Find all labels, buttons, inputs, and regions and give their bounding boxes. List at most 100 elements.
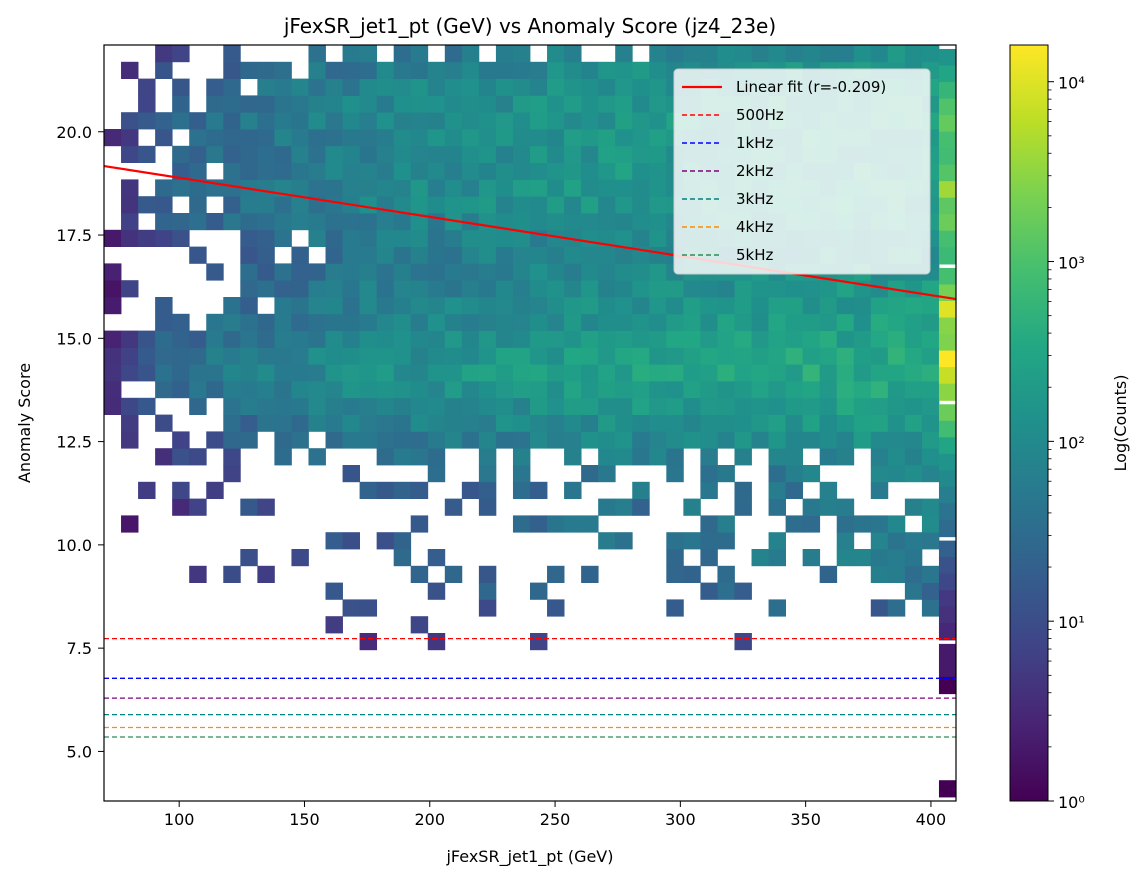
heatmap-cell: [666, 364, 684, 382]
heatmap-cell: [206, 364, 224, 382]
heatmap-cell: [581, 246, 599, 264]
heatmap-cell: [598, 246, 616, 264]
heatmap-cell: [291, 95, 309, 113]
legend-label: 4kHz: [736, 218, 774, 236]
heatmap-cell: [376, 481, 395, 499]
heatmap-cell: [308, 381, 326, 399]
heatmap-cell: [495, 95, 514, 113]
colorbar-tick-label: 10⁰: [1058, 793, 1085, 812]
heatmap-cell: [785, 515, 804, 533]
heatmap-cell: [325, 112, 343, 130]
heatmap-cell: [223, 61, 241, 79]
heatmap-cell: [427, 280, 446, 298]
heatmap-cell: [342, 162, 360, 180]
heatmap-cell: [376, 297, 395, 315]
heatmap-cell: [240, 364, 258, 382]
heatmap-cell: [870, 448, 889, 466]
heatmap-cell: [155, 414, 173, 432]
heatmap-cell: [700, 364, 718, 382]
heatmap-cell: [547, 179, 565, 197]
heatmap-cell: [512, 263, 531, 281]
heatmap-cell: [785, 397, 804, 415]
heatmap-cell: [359, 364, 378, 382]
heatmap-cell: [768, 381, 786, 399]
heatmap-cell: [632, 297, 650, 315]
heatmap-cell: [649, 179, 667, 197]
heatmap-cell: [427, 465, 446, 483]
heatmap-cell: [921, 397, 940, 415]
heatmap-cell: [189, 112, 207, 130]
heatmap-cell: [461, 45, 480, 63]
heatmap-cell: [274, 414, 292, 432]
heatmap-cell: [376, 179, 395, 197]
heatmap-cell: [785, 465, 804, 483]
heatmap-cell: [478, 414, 497, 432]
heatmap-cell: [887, 448, 906, 466]
heatmap-cell: [530, 196, 548, 214]
heatmap-cell: [530, 145, 548, 163]
heatmap-cell: [751, 297, 769, 315]
heatmap-cell: [274, 61, 292, 79]
heatmap-cell: [478, 129, 497, 147]
heatmap-cell: [904, 297, 923, 315]
heatmap-cell: [887, 549, 906, 567]
heatmap-cell: [495, 45, 514, 63]
heatmap-cell: [444, 397, 463, 415]
heatmap-cell: [172, 498, 190, 516]
heatmap-cell: [172, 364, 190, 382]
heatmap-cell: [172, 448, 190, 466]
heatmap-cell: [223, 565, 241, 583]
heatmap-cell: [461, 95, 480, 113]
heatmap-cell: [257, 263, 275, 281]
heatmap-cell: [138, 78, 156, 96]
heatmap-cell: [342, 280, 360, 298]
heatmap-cell-overflow: [938, 606, 957, 624]
heatmap-cell: [564, 297, 582, 315]
heatmap-cell: [870, 549, 889, 567]
heatmap-cell: [887, 45, 906, 63]
heatmap-cell: [240, 397, 258, 415]
heatmap-cell: [342, 78, 360, 96]
heatmap-cell: [359, 95, 378, 113]
heatmap-cell: [393, 246, 412, 264]
heatmap-cell: [189, 246, 207, 264]
heatmap-cell: [121, 515, 139, 533]
heatmap-cell: [325, 414, 343, 432]
heatmap-cell: [342, 129, 360, 147]
heatmap-cell: [393, 61, 412, 79]
heatmap-cell: [121, 112, 139, 130]
y-tick-label: 15.0: [56, 329, 92, 348]
heatmap-cell: [717, 330, 735, 348]
heatmap-cell: [581, 145, 599, 163]
heatmap-cell: [240, 213, 258, 231]
heatmap-cell: [478, 599, 497, 617]
heatmap-cell: [785, 381, 804, 399]
heatmap-cell: [427, 229, 446, 247]
heatmap-cell: [359, 381, 378, 399]
heatmap-cell: [240, 431, 258, 449]
heatmap-cell: [598, 431, 616, 449]
heatmap-cell: [512, 162, 531, 180]
heatmap-cell: [581, 565, 599, 583]
heatmap-cell: [649, 313, 667, 331]
heatmap-cell: [223, 112, 241, 130]
heatmap-cell: [495, 179, 514, 197]
heatmap-cell: [410, 364, 429, 382]
heatmap-cell: [512, 145, 531, 163]
heatmap-cell: [512, 280, 531, 298]
heatmap-cell: [495, 213, 514, 231]
heatmap-cell-overflow: [938, 267, 957, 286]
heatmap-cell: [155, 381, 173, 399]
heatmap-cell: [359, 297, 378, 315]
heatmap-cell: [291, 196, 309, 214]
x-tick-label: 250: [540, 810, 571, 829]
heatmap-cell: [461, 481, 480, 499]
heatmap-cell: [564, 414, 582, 432]
heatmap-cell: [547, 162, 565, 180]
heatmap-cell: [427, 397, 446, 415]
heatmap-cell: [444, 246, 463, 264]
x-tick-label: 150: [289, 810, 320, 829]
heatmap-cell: [785, 347, 804, 365]
heatmap-cell: [410, 61, 429, 79]
heatmap-cell: [427, 78, 446, 96]
